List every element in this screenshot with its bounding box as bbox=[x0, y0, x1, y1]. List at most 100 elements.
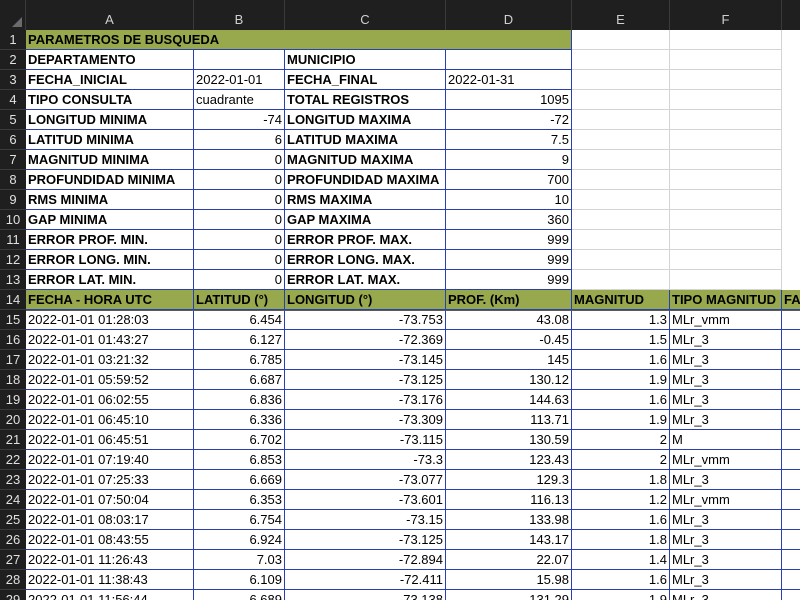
table-header-cell[interactable]: LATITUD (°) bbox=[194, 290, 285, 310]
table-cell[interactable]: 1.9 bbox=[572, 590, 670, 600]
table-cell[interactable]: 2022-01-01 11:38:43 bbox=[26, 570, 194, 590]
table-cell[interactable]: MLr_3 bbox=[670, 330, 782, 350]
table-cell[interactable]: 6.785 bbox=[194, 350, 285, 370]
table-cell[interactable]: MLr_3 bbox=[670, 570, 782, 590]
row-header[interactable]: 25 bbox=[0, 510, 26, 530]
table-cell[interactable]: 6.127 bbox=[194, 330, 285, 350]
param-value-cell[interactable]: 0 bbox=[194, 190, 285, 210]
table-cell[interactable]: 1.5 bbox=[572, 330, 670, 350]
table-cell[interactable]: -73.176 bbox=[285, 390, 446, 410]
table-cell[interactable]: 2022-01-01 03:21:32 bbox=[26, 350, 194, 370]
param-value-cell[interactable]: 700 bbox=[446, 170, 572, 190]
param-label-cell[interactable]: RMS MAXIMA bbox=[285, 190, 446, 210]
table-cell[interactable]: 7.03 bbox=[194, 550, 285, 570]
empty-cell[interactable] bbox=[670, 250, 782, 270]
table-cell[interactable] bbox=[782, 390, 800, 410]
table-cell[interactable]: 144.63 bbox=[446, 390, 572, 410]
param-label-cell[interactable]: PROFUNDIDAD MAXIMA bbox=[285, 170, 446, 190]
table-cell[interactable]: 6.454 bbox=[194, 310, 285, 330]
table-cell[interactable]: MLr_3 bbox=[670, 390, 782, 410]
param-value-cell[interactable]: 360 bbox=[446, 210, 572, 230]
table-cell[interactable]: 6.689 bbox=[194, 590, 285, 600]
empty-cell[interactable] bbox=[572, 250, 670, 270]
param-value-cell[interactable]: 0 bbox=[194, 270, 285, 290]
empty-cell[interactable] bbox=[572, 170, 670, 190]
row-header[interactable]: 12 bbox=[0, 250, 26, 270]
column-header-b[interactable]: B bbox=[194, 0, 285, 30]
param-value-cell[interactable]: 0 bbox=[194, 170, 285, 190]
table-cell[interactable]: 22.07 bbox=[446, 550, 572, 570]
row-header[interactable]: 24 bbox=[0, 490, 26, 510]
table-cell[interactable]: 6.353 bbox=[194, 490, 285, 510]
row-header[interactable]: 19 bbox=[0, 390, 26, 410]
table-cell[interactable]: 1.8 bbox=[572, 530, 670, 550]
table-cell[interactable]: 6.924 bbox=[194, 530, 285, 550]
table-cell[interactable] bbox=[782, 330, 800, 350]
table-cell[interactable]: 1.8 bbox=[572, 470, 670, 490]
param-label-cell[interactable]: TIPO CONSULTA bbox=[26, 90, 194, 110]
param-value-cell[interactable]: 2022-01-01 bbox=[194, 70, 285, 90]
table-cell[interactable]: MLr_3 bbox=[670, 350, 782, 370]
table-cell[interactable]: -72.894 bbox=[285, 550, 446, 570]
table-cell[interactable]: MLr_3 bbox=[670, 470, 782, 490]
table-cell[interactable]: 2022-01-01 08:43:55 bbox=[26, 530, 194, 550]
table-cell[interactable]: MLr_vmm bbox=[670, 490, 782, 510]
table-cell[interactable]: 2022-01-01 01:28:03 bbox=[26, 310, 194, 330]
row-header[interactable]: 14 bbox=[0, 290, 26, 310]
empty-cell[interactable] bbox=[670, 90, 782, 110]
table-cell[interactable]: 2022-01-01 05:59:52 bbox=[26, 370, 194, 390]
table-cell[interactable]: 6.669 bbox=[194, 470, 285, 490]
param-value-cell[interactable]: 0 bbox=[194, 150, 285, 170]
table-cell[interactable]: MLr_3 bbox=[670, 370, 782, 390]
select-all-corner[interactable] bbox=[0, 0, 26, 30]
row-header[interactable]: 1 bbox=[0, 30, 26, 50]
row-header[interactable]: 2 bbox=[0, 50, 26, 70]
param-value-cell[interactable]: 0 bbox=[194, 250, 285, 270]
column-header-e[interactable]: E bbox=[572, 0, 670, 30]
param-value-cell[interactable] bbox=[446, 50, 572, 70]
param-value-cell[interactable]: 7.5 bbox=[446, 130, 572, 150]
row-header[interactable]: 29 bbox=[0, 590, 26, 600]
empty-cell[interactable] bbox=[572, 270, 670, 290]
param-value-cell[interactable]: 10 bbox=[446, 190, 572, 210]
table-cell[interactable]: 143.17 bbox=[446, 530, 572, 550]
table-cell[interactable]: 123.43 bbox=[446, 450, 572, 470]
table-cell[interactable]: -73.138 bbox=[285, 590, 446, 600]
table-header-cell[interactable]: PROF. (Km) bbox=[446, 290, 572, 310]
table-cell[interactable]: 1.2 bbox=[572, 490, 670, 510]
table-cell[interactable]: 1.6 bbox=[572, 510, 670, 530]
empty-cell[interactable] bbox=[670, 70, 782, 90]
param-value-cell[interactable]: cuadrante bbox=[194, 90, 285, 110]
table-cell[interactable]: 6.754 bbox=[194, 510, 285, 530]
empty-cell[interactable] bbox=[670, 30, 782, 50]
table-cell[interactable]: 2022-01-01 11:56:44 bbox=[26, 590, 194, 600]
param-value-cell[interactable] bbox=[194, 50, 285, 70]
table-cell[interactable]: 6.687 bbox=[194, 370, 285, 390]
param-label-cell[interactable]: LATITUD MINIMA bbox=[26, 130, 194, 150]
table-cell[interactable]: -0.45 bbox=[446, 330, 572, 350]
empty-cell[interactable] bbox=[572, 190, 670, 210]
table-cell[interactable] bbox=[782, 350, 800, 370]
params-title-cell[interactable]: PARAMETROS DE BUSQUEDA bbox=[26, 30, 572, 50]
table-cell[interactable]: -73.145 bbox=[285, 350, 446, 370]
param-value-cell[interactable]: 999 bbox=[446, 270, 572, 290]
param-label-cell[interactable]: ERROR PROF. MIN. bbox=[26, 230, 194, 250]
empty-cell[interactable] bbox=[572, 50, 670, 70]
row-header[interactable]: 16 bbox=[0, 330, 26, 350]
param-label-cell[interactable]: MAGNITUD MINIMA bbox=[26, 150, 194, 170]
table-cell[interactable]: -73.309 bbox=[285, 410, 446, 430]
row-header[interactable]: 20 bbox=[0, 410, 26, 430]
table-cell[interactable]: MLr_3 bbox=[670, 510, 782, 530]
row-header[interactable]: 21 bbox=[0, 430, 26, 450]
column-header-c[interactable]: C bbox=[285, 0, 446, 30]
table-cell[interactable]: 2022-01-01 07:19:40 bbox=[26, 450, 194, 470]
table-header-cell[interactable]: LONGITUD (°) bbox=[285, 290, 446, 310]
table-cell[interactable] bbox=[782, 430, 800, 450]
param-value-cell[interactable]: 2022-01-31 bbox=[446, 70, 572, 90]
table-cell[interactable] bbox=[782, 370, 800, 390]
table-cell[interactable]: 129.3 bbox=[446, 470, 572, 490]
empty-cell[interactable] bbox=[670, 230, 782, 250]
table-cell[interactable]: 113.71 bbox=[446, 410, 572, 430]
table-cell[interactable]: 2022-01-01 06:45:51 bbox=[26, 430, 194, 450]
table-cell[interactable] bbox=[782, 550, 800, 570]
